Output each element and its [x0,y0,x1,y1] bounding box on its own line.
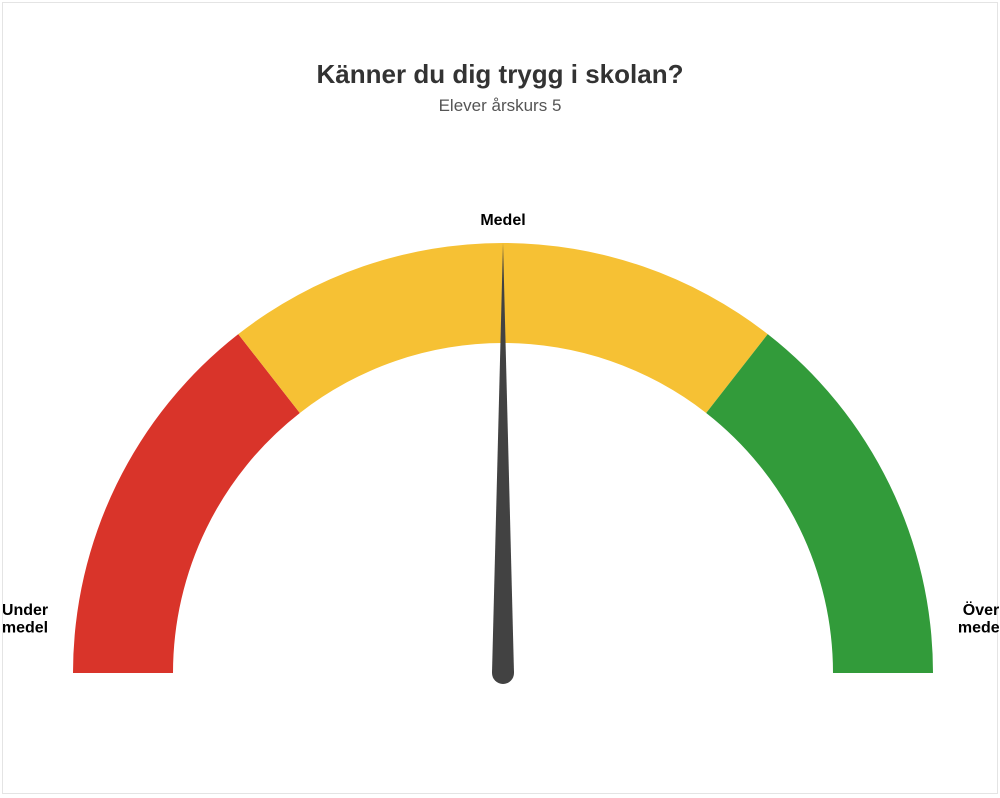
gauge-label-2: Övermedel [958,600,999,637]
gauge-label-1: Medel [480,212,525,229]
gauge-segment-2 [706,334,933,673]
gauge-chart: Undermedel Medel Övermedel [3,43,999,743]
gauge-label-0: Undermedel [3,602,48,637]
gauge-segment-0 [73,334,300,673]
chart-card: Känner du dig trygg i skolan? Elever års… [2,2,998,794]
gauge-needle-hub [492,662,514,684]
